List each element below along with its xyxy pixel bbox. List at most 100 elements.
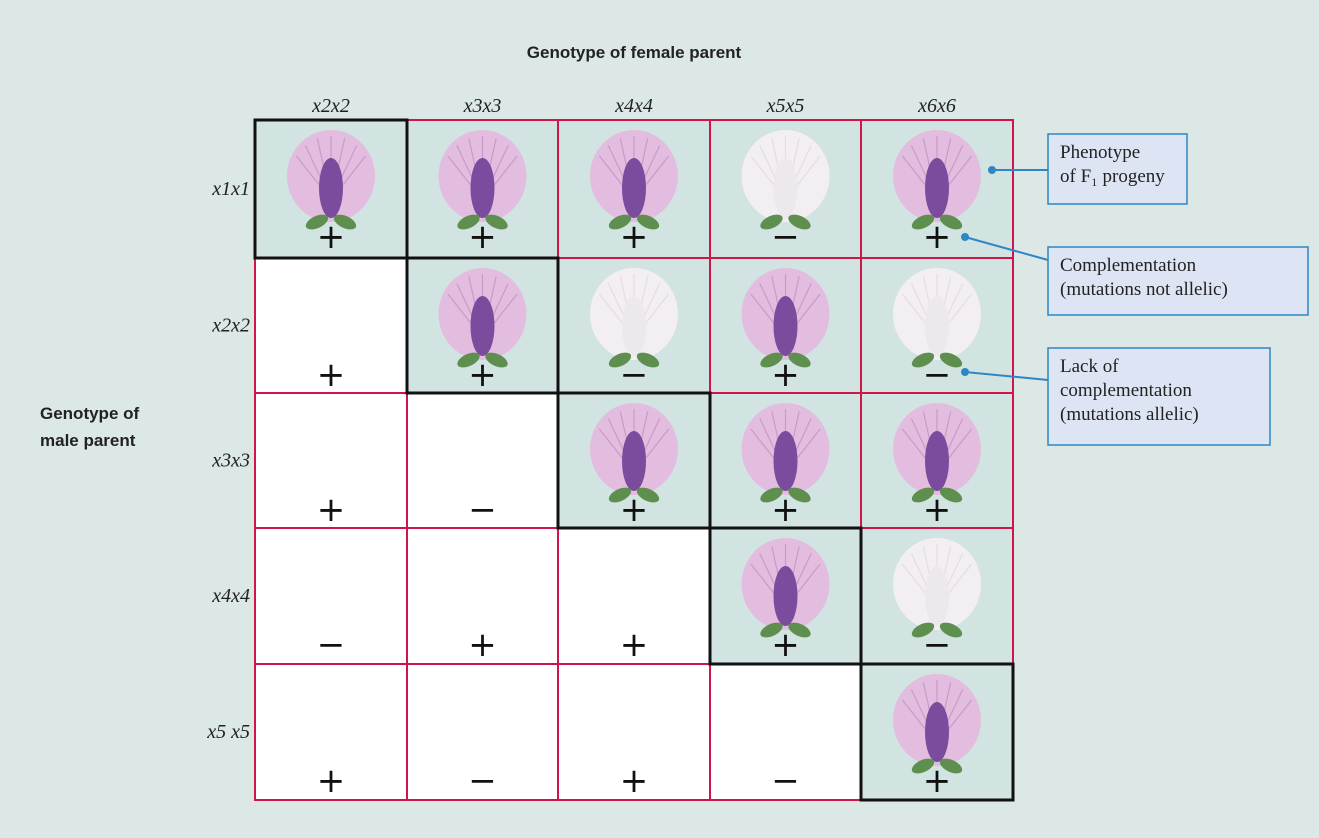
cell-symbol: − [468,761,497,801]
callout-text: Lack of [1060,356,1119,377]
callout-box [1047,246,1309,316]
bud [925,296,949,356]
leaf [636,352,660,368]
column-label: x6x6 [917,95,956,117]
callout-dot [988,166,996,174]
bud [925,566,949,626]
bud [925,158,949,218]
cell-symbol: − [620,355,649,395]
bud [773,566,798,626]
cell-symbol: + [923,490,952,530]
cell-symbol: − [923,625,952,665]
cell [558,664,710,800]
cell-border [405,256,560,395]
column-label: x3x3 [463,95,502,117]
bud [622,296,646,356]
bud [622,431,646,491]
column-label: x2x2 [311,95,350,117]
cell-symbol: + [620,625,649,665]
callout-dot [961,368,969,376]
leaf [911,622,935,638]
callout-text: (mutations allelic) [1060,404,1199,425]
row-axis-label: male parent [40,431,136,450]
flower [438,268,527,368]
cell-symbol: − [317,625,346,665]
callout-text: complementation [1060,380,1192,401]
flower [893,538,981,638]
cell [710,664,861,800]
leaf [911,487,935,503]
callout-line [964,371,1049,381]
callout-dot [961,233,969,241]
bud [622,158,646,218]
leaf [911,352,935,368]
cell [407,664,558,800]
callout-box [1047,133,1188,205]
leaf [608,352,632,368]
flower [741,130,830,230]
cell-border [708,526,863,666]
leaf [333,214,357,230]
leaf [608,487,632,503]
cell [407,393,558,528]
leaf [788,352,811,368]
leaf [788,622,811,638]
bud [925,431,949,491]
cell-symbol: + [468,355,497,395]
row-label: x5 x5 [206,721,250,743]
flower [287,130,375,230]
cell-symbol: − [923,355,952,395]
cell-symbol: + [317,355,346,395]
row-axis-label: Genotype of [40,404,140,423]
leaf [457,352,480,368]
leaf [760,622,783,638]
leaf [636,487,660,503]
bud [470,158,495,218]
cell-symbol: + [620,217,649,257]
cell-border [253,118,409,260]
cell-symbol: + [317,217,346,257]
leaf [911,214,935,230]
cell-symbol: + [468,217,497,257]
leaf [457,214,480,230]
cell [255,258,407,393]
cell [558,528,710,664]
cell-symbol: + [771,490,800,530]
leaf [760,214,783,230]
cell-border [859,662,1015,802]
bud [773,431,798,491]
cell-symbol: + [620,490,649,530]
row-label: x3x3 [211,450,250,472]
cell-symbol: + [620,761,649,801]
flower [893,403,981,503]
flower [590,130,678,230]
cell-symbol: + [923,217,952,257]
flower [893,130,981,230]
leaf [305,214,329,230]
bud [773,296,798,356]
callout-box [1047,347,1271,446]
callout-text: (mutations not allelic) [1060,279,1228,300]
cell [255,393,407,528]
row-label: x2x2 [211,315,250,337]
leaf [608,214,632,230]
leaf [788,214,811,230]
leaf [760,352,783,368]
cell-border [556,391,712,530]
leaf [485,352,508,368]
leaf [788,487,811,503]
column-label: x4x4 [614,95,653,117]
flower [438,130,527,230]
bud [925,702,949,762]
leaf [939,622,963,638]
leaf [911,758,935,774]
cell-symbol: + [317,761,346,801]
leaf [939,352,963,368]
bud [470,296,495,356]
leaf [636,214,660,230]
cell [255,664,407,800]
bud [319,158,343,218]
callout-text: Complementation [1060,255,1197,276]
title: Genotype of female parent [527,43,742,62]
